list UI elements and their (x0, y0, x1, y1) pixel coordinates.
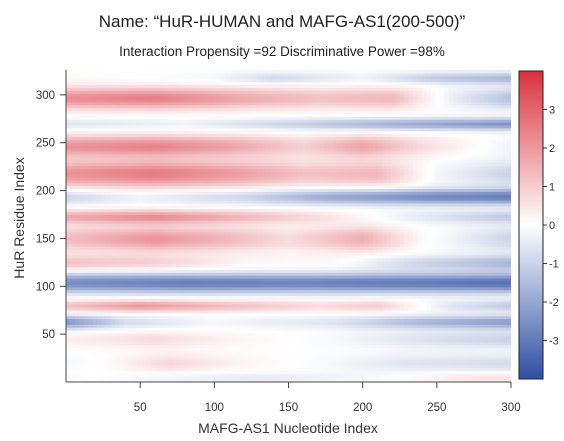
chart-title: Name: “HuR-HUMAN and MAFG-AS1(200-500)” (99, 12, 466, 31)
heatmap-cells (66, 70, 512, 383)
chart-subtitle: Interaction Propensity =92 Discriminativ… (119, 44, 445, 59)
